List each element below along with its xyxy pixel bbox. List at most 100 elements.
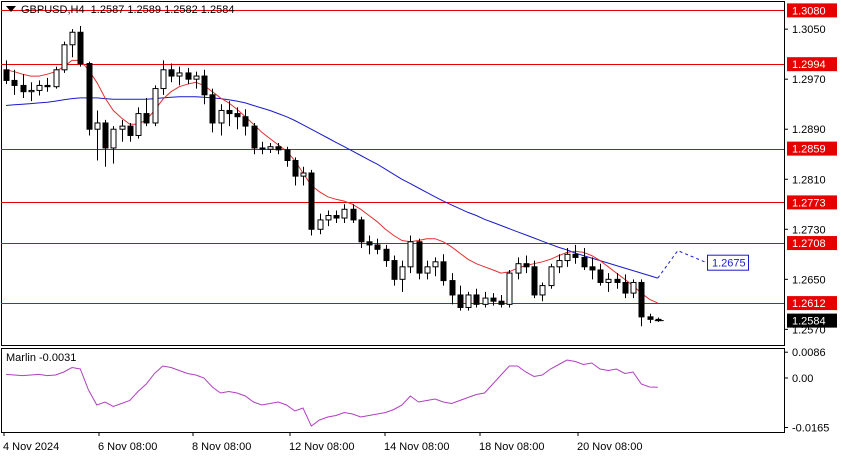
candle-body — [350, 208, 357, 221]
level-price-tag-text: 1.2612 — [792, 298, 826, 310]
candle-body — [61, 44, 68, 71]
candle-body — [201, 75, 208, 96]
candle-body — [94, 122, 101, 130]
candle-body — [416, 241, 423, 274]
chart-header[interactable]: GBPUSD,H4 1.2587 1.2589 1.2582 1.2584 — [6, 4, 234, 16]
level-price-tag-text: 1.2708 — [792, 238, 826, 250]
candle-body — [548, 266, 555, 287]
marlin-line — [5, 359, 658, 427]
candle-body — [160, 69, 167, 90]
candle-body — [242, 116, 249, 127]
time-tick-label: 4 Nov 2024 — [3, 441, 59, 453]
time-tick-label: 14 Nov 08:00 — [384, 441, 449, 453]
candle-body — [135, 113, 142, 136]
candle-body — [86, 63, 93, 130]
candle-body — [77, 31, 84, 65]
candle-body — [267, 146, 274, 150]
time-tick-label: 20 Nov 08:00 — [577, 441, 642, 453]
osc-tick-label: 0.0086 — [792, 347, 826, 359]
candle-body — [193, 75, 200, 80]
symbol-quote-line: GBPUSD,H4 1.2587 1.2589 1.2582 1.2584 — [21, 4, 235, 16]
price-tick-label: 1.2650 — [792, 274, 826, 286]
level-price-tag — [787, 195, 837, 210]
fast-ma-line — [5, 59, 659, 304]
oscillator-panel: 0.0086 0.00 -0.0165 — [5, 347, 829, 435]
candle-body — [589, 266, 596, 271]
price-tick-label: 1.3050 — [792, 24, 826, 36]
candle-body — [119, 125, 126, 130]
candle-body — [581, 256, 588, 268]
candle-body — [630, 281, 637, 294]
level-price-tag — [787, 236, 837, 251]
candle-body — [110, 128, 117, 149]
level-price-tag-text: 1.2994 — [792, 59, 826, 71]
candle-body — [284, 149, 291, 161]
target-label-text: 1.2675 — [712, 258, 746, 270]
candle-body — [399, 266, 406, 280]
candle-body — [457, 294, 464, 308]
time-tick-label: 12 Nov 08:00 — [289, 441, 354, 453]
main-panel-border — [1, 1, 785, 346]
candle-body — [465, 294, 472, 308]
candle-body — [226, 109, 233, 115]
last-price-tag-text: 1.2584 — [792, 316, 826, 328]
candle-body — [539, 285, 546, 296]
level-price-tag — [787, 57, 837, 72]
candle-body — [374, 244, 381, 250]
candle-body — [597, 269, 604, 283]
candle-body — [391, 260, 398, 280]
level-price-tag-text: 1.2859 — [792, 144, 826, 156]
slow-ma-line — [5, 96, 658, 279]
time-tick-label: 6 Nov 08:00 — [98, 441, 157, 453]
candle-body — [69, 31, 76, 46]
candle-body — [638, 281, 645, 318]
candle-body — [440, 261, 447, 282]
candle-body — [531, 266, 538, 296]
candle-body — [564, 253, 571, 262]
candle-body — [515, 263, 522, 274]
osc-tick-label: -0.0165 — [792, 423, 829, 435]
price-axis: 1.3050 1.2970 1.2890 1.2810 1.2730 1.2650 1.25… — [654, 3, 837, 336]
candle-body — [341, 208, 348, 219]
candle-body — [251, 125, 258, 149]
price-tick-label: 1.2890 — [792, 124, 826, 136]
candle-body — [308, 172, 315, 230]
candlesticks — [3, 26, 662, 327]
candle-body — [127, 125, 134, 136]
candle-body — [176, 72, 183, 77]
candle-body — [383, 248, 390, 262]
target-label-box — [707, 254, 749, 271]
level-price-tag-text: 1.2773 — [792, 197, 826, 209]
support-resistance-levels — [1, 10, 784, 304]
candle-body — [300, 172, 307, 177]
oscillator-panel-border — [1, 348, 785, 433]
level-price-tag-text: 1.3080 — [792, 5, 826, 17]
candle-body — [53, 69, 60, 88]
candle-body — [209, 94, 216, 124]
candle-body — [572, 253, 579, 258]
candle-body — [473, 294, 480, 305]
candle-body — [482, 297, 489, 305]
level-price-tag — [787, 141, 837, 156]
candle-body — [317, 219, 324, 230]
candle-body — [605, 278, 612, 283]
candle-body — [259, 147, 266, 150]
level-price-tag — [787, 3, 837, 18]
time-tick-label: 18 Nov 08:00 — [479, 441, 544, 453]
candle-body — [3, 69, 10, 81]
price-tick-label: 1.2970 — [792, 74, 826, 86]
candle-body — [44, 84, 51, 88]
candle-body — [143, 113, 150, 124]
candle-body — [449, 280, 456, 296]
time-tick-label: 8 Nov 08:00 — [192, 441, 251, 453]
candle-body — [168, 69, 175, 77]
chart-frame — [1, 1, 785, 433]
candle-body — [523, 263, 530, 268]
slow-ma-projection — [657, 249, 710, 279]
candle-body — [556, 260, 563, 268]
candle-body — [152, 88, 159, 124]
dropdown-triangle-icon[interactable] — [6, 6, 16, 12]
candle-body — [424, 266, 431, 274]
candle-body — [20, 84, 27, 93]
